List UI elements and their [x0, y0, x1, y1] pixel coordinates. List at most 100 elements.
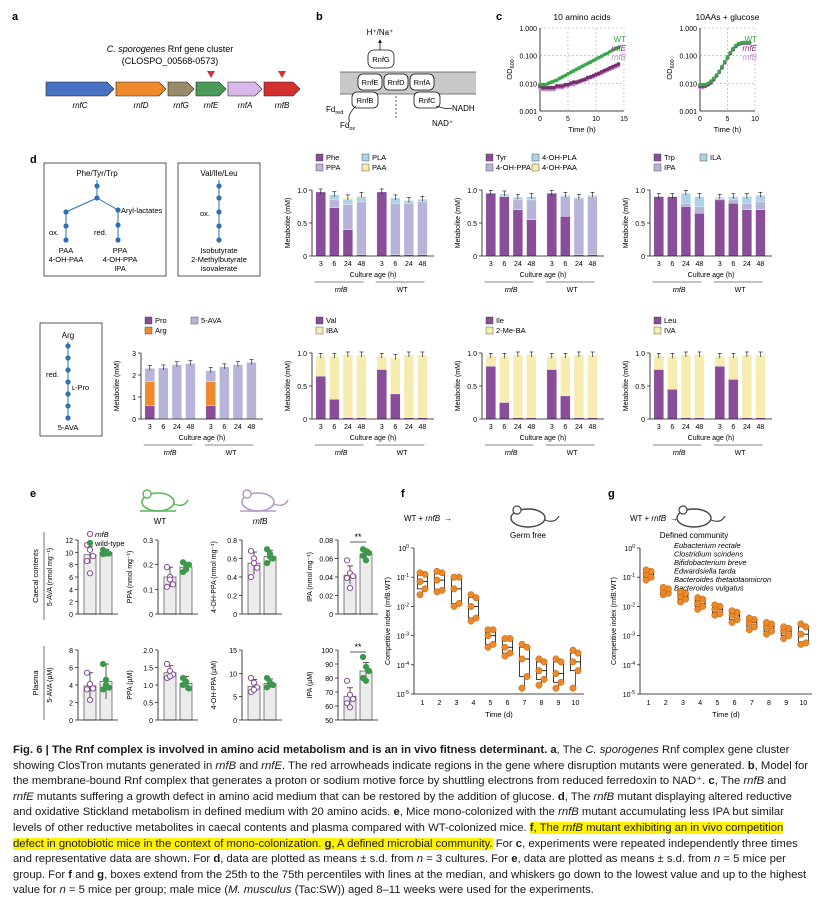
- subunit-rnfe-label: RnfE: [362, 78, 379, 87]
- bar-segment-Trp: [680, 206, 691, 257]
- data-point-WT: [709, 79, 713, 84]
- legend-dot-rnfb: [86, 530, 94, 538]
- data-point: [569, 658, 577, 666]
- y-tick-label: 100: [624, 544, 635, 553]
- chart-title: 10 amino acids: [553, 12, 610, 22]
- data-point-WT: [616, 45, 621, 50]
- panel-label-e: e: [30, 488, 36, 500]
- caption-var: n: [713, 853, 721, 866]
- data-point-rnfB: [163, 583, 171, 590]
- y-tick-label: 2.0: [143, 648, 153, 655]
- data-point-rnfB: [83, 686, 91, 693]
- group-label-wt: WT: [397, 450, 409, 457]
- bar-segment-IBA: [329, 356, 340, 400]
- legend-swatch-PAA: [361, 163, 370, 172]
- scheme-title: Phe/Tyr/Trp: [76, 169, 118, 178]
- y-tick-exp: -1: [405, 573, 410, 579]
- y-tick-label: 10-4: [623, 661, 635, 670]
- bar-segment-Arg: [205, 381, 216, 406]
- bar-segment-5-AVA: [158, 367, 169, 419]
- bar-segment-IPA: [755, 201, 766, 210]
- bar-segment-IBA: [417, 354, 428, 418]
- caption-var: n: [416, 853, 423, 866]
- legend-label-Phe: Phe: [326, 153, 339, 162]
- scatter-chart-e3: 0 0.2 0.4 0.6 0.8 4-OH-PPA (nmol mg⁻¹): [211, 538, 282, 619]
- data-point-WT: [182, 561, 190, 568]
- data-point: [569, 684, 577, 692]
- x-tick-label: 5: [489, 700, 493, 707]
- data-point-WT: [725, 55, 730, 59]
- data-point: [785, 632, 793, 640]
- legend-swatch-IBA: [315, 326, 324, 335]
- x-axis-label: Culture age (h): [688, 272, 735, 279]
- x-tick-label: 15: [620, 116, 628, 123]
- caption-text: , The: [714, 775, 744, 788]
- legend-swatch-ILA: [699, 153, 708, 162]
- y-axis-label: OD600: [665, 59, 676, 79]
- data-point-rnfE: [543, 85, 548, 90]
- subunit-rnfg-label: RnfG: [372, 55, 390, 64]
- gene-label: rnfE: [204, 101, 219, 110]
- legend-swatch-IPA: [653, 163, 662, 172]
- data-point-WT: [266, 550, 274, 557]
- y-tick-label: 10-2: [623, 602, 635, 611]
- pathway-node: [216, 195, 222, 201]
- nadh-label: NADH: [452, 104, 475, 113]
- scheme-title: Arg: [62, 331, 74, 340]
- legend-label-IBA: IBA: [326, 326, 338, 335]
- data-point: [768, 627, 775, 635]
- x-tick-label: 4: [698, 700, 702, 707]
- x-tick-label: 10: [751, 116, 759, 123]
- legend-swatch-Tyr: [485, 153, 494, 162]
- bar-segment-2-Me-BA: [560, 356, 571, 397]
- bar-segment-IVA: [667, 356, 678, 390]
- x-tick-label: 6: [502, 261, 506, 268]
- subunit-rnfc: [413, 91, 441, 109]
- legend-label-4-OH-PPA: 4-OH-PPA: [496, 163, 531, 172]
- subunit-rnfc-label: RnfC: [418, 96, 436, 105]
- data-point-WT: [359, 552, 367, 559]
- data-point-rnfB: [166, 673, 174, 680]
- data-point-rnfE: [596, 71, 601, 76]
- data-point-rnfB: [346, 691, 354, 698]
- y-tick-label: 0: [132, 417, 136, 424]
- caption-text: and: [72, 868, 98, 881]
- bar-segment-Ile: [485, 366, 496, 420]
- y-tick-label: 0.4: [227, 575, 237, 582]
- caption-var: n: [59, 884, 66, 897]
- group-label-wt: WT: [567, 287, 579, 294]
- data-point-WT: [566, 71, 570, 76]
- data-point: [797, 630, 805, 638]
- chart-header-text: WT +: [630, 514, 651, 523]
- bar-segment-Val: [315, 375, 326, 420]
- y-axis-label: Metabolite (mM): [623, 198, 630, 249]
- bar-segment-5-AVA: [219, 366, 230, 419]
- bar-segment-PPA: [390, 203, 401, 255]
- y-tick-label: 0: [641, 417, 645, 424]
- x-tick-label: 48: [528, 261, 536, 268]
- caption-text: mutant exhibiting an in vivo competition…: [13, 821, 784, 850]
- y-tick-label: 0.06: [319, 557, 333, 564]
- bar-segment-2-Me-BA: [587, 354, 598, 418]
- x-tick-label: 48: [358, 424, 366, 431]
- data-point-WT: [263, 674, 271, 682]
- scheme-title: Val/Ile/Leu: [200, 169, 237, 178]
- x-tick-label: 6: [733, 700, 737, 707]
- data-point: [501, 643, 509, 651]
- caption-lead: Fig. 6 | The Rnf complex is involved in …: [13, 744, 548, 756]
- y-tick-exp: -5: [405, 690, 410, 696]
- legend-label-Tyr: Tyr: [496, 153, 507, 162]
- data-point-rnfB: [89, 685, 97, 692]
- y-tick-label: 0.2: [227, 594, 237, 601]
- scatter-chart-e7: 0 5 10 15 4-OH-PPA (µM): [211, 648, 282, 725]
- x-tick-label: 3: [550, 424, 554, 431]
- legend-label-Leu: Leu: [664, 316, 677, 325]
- data-point-WT: [365, 667, 373, 675]
- legend-label-PPA: PPA: [326, 163, 340, 172]
- pathway-node: [94, 195, 100, 201]
- figure-canvas: a b c d e f g C. sporogenes Rnf gene clu…: [12, 11, 812, 725]
- y-tick-label: 1.0: [297, 351, 307, 358]
- y-tick-label: 0.001: [679, 109, 697, 116]
- bar-segment-Phe: [376, 191, 387, 257]
